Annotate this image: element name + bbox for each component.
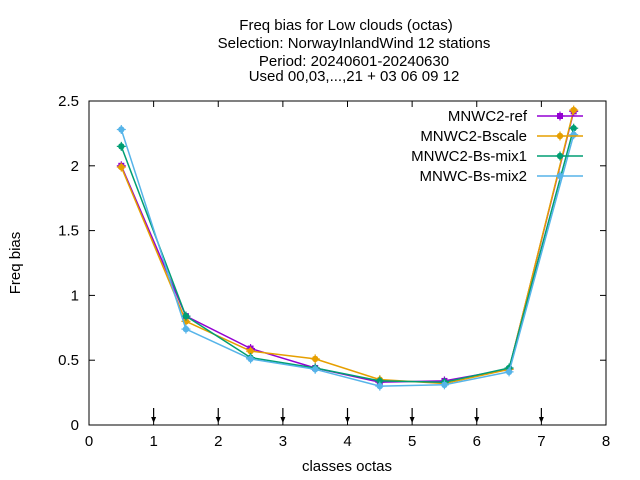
legend: MNWC2-ref MNWC2-Bscale MNWC2-Bs-mix1 MNWC-B… (411, 108, 583, 185)
x-tick-label: 2 (214, 433, 222, 450)
chart-title: Freq bias for Low clouds (octas) Selecti… (218, 17, 491, 85)
plot-frame (88, 100, 607, 426)
legend-label: MNWC2-Bscale (420, 128, 527, 145)
chart-title-line-3: Period: 20240601-20240630 (259, 53, 449, 70)
legend-item: MNWC2-Bscale (420, 128, 583, 145)
reference-marker (280, 408, 286, 423)
data-point (504, 367, 514, 377)
reference-marker (345, 408, 350, 423)
data-point (116, 125, 126, 135)
y-tick-label: 0 (71, 417, 79, 434)
chart-title-line-4: Used 00,03,...,21 + 03 06 09 12 (249, 68, 460, 85)
legend-label: MNWC-Bs-mix2 (420, 168, 527, 185)
reference-markers (151, 408, 544, 423)
data-point (375, 381, 385, 391)
y-tick-label: 1 (71, 287, 79, 304)
data-point (310, 364, 320, 374)
data-point (116, 162, 126, 172)
reference-marker (538, 408, 544, 423)
data-point (246, 346, 256, 356)
data-point (555, 131, 565, 141)
x-tick-label: 1 (149, 433, 157, 450)
series-4 (116, 125, 579, 391)
x-axis-ticks: 0 1 2 3 4 5 6 7 8 (85, 101, 610, 450)
x-tick-label: 7 (537, 433, 545, 450)
reference-marker (474, 408, 480, 423)
series-line (120, 129, 575, 387)
y-tick-label: 2.5 (58, 93, 79, 110)
reference-marker (409, 408, 415, 423)
x-tick-label: 3 (279, 433, 287, 450)
data-point (555, 151, 565, 161)
reference-marker (215, 408, 221, 423)
data-point (439, 380, 449, 390)
series-line (120, 128, 575, 383)
data-point (310, 354, 320, 364)
chart-title-line-1: Freq bias for Low clouds (octas) (239, 17, 452, 34)
y-tick-label: 1.5 (58, 223, 79, 240)
x-tick-label: 5 (408, 433, 416, 450)
data-point (181, 311, 191, 321)
y-tick-label: 0.5 (58, 352, 79, 369)
reference-marker (151, 408, 157, 423)
x-tick-label: 0 (85, 433, 93, 450)
series-layer (116, 105, 579, 391)
legend-label: MNWC2-ref (448, 108, 528, 125)
y-axis-ticks: 0 0.5 1 1.5 2 2.5 (58, 93, 606, 434)
data-point (181, 324, 191, 334)
legend-label: MNWC2-Bs-mix1 (411, 148, 527, 165)
data-point (555, 111, 565, 121)
x-tick-label: 6 (473, 433, 481, 450)
x-tick-label: 8 (602, 433, 610, 450)
x-axis-label: classes octas (302, 458, 392, 475)
series-line (120, 109, 575, 385)
legend-item: MNWC-Bs-mix2 (420, 168, 583, 185)
data-point (246, 354, 256, 364)
y-tick-label: 2 (71, 158, 79, 175)
data-point (555, 171, 565, 181)
legend-item: MNWC2-Bs-mix1 (411, 148, 583, 165)
legend-item: MNWC2-ref (448, 108, 583, 125)
data-point (116, 141, 126, 151)
x-tick-label: 4 (343, 433, 351, 450)
data-point (569, 105, 579, 115)
y-axis-label: Freq bias (7, 232, 24, 295)
chart-title-line-2: Selection: NorwayInlandWind 12 stations (218, 35, 491, 52)
